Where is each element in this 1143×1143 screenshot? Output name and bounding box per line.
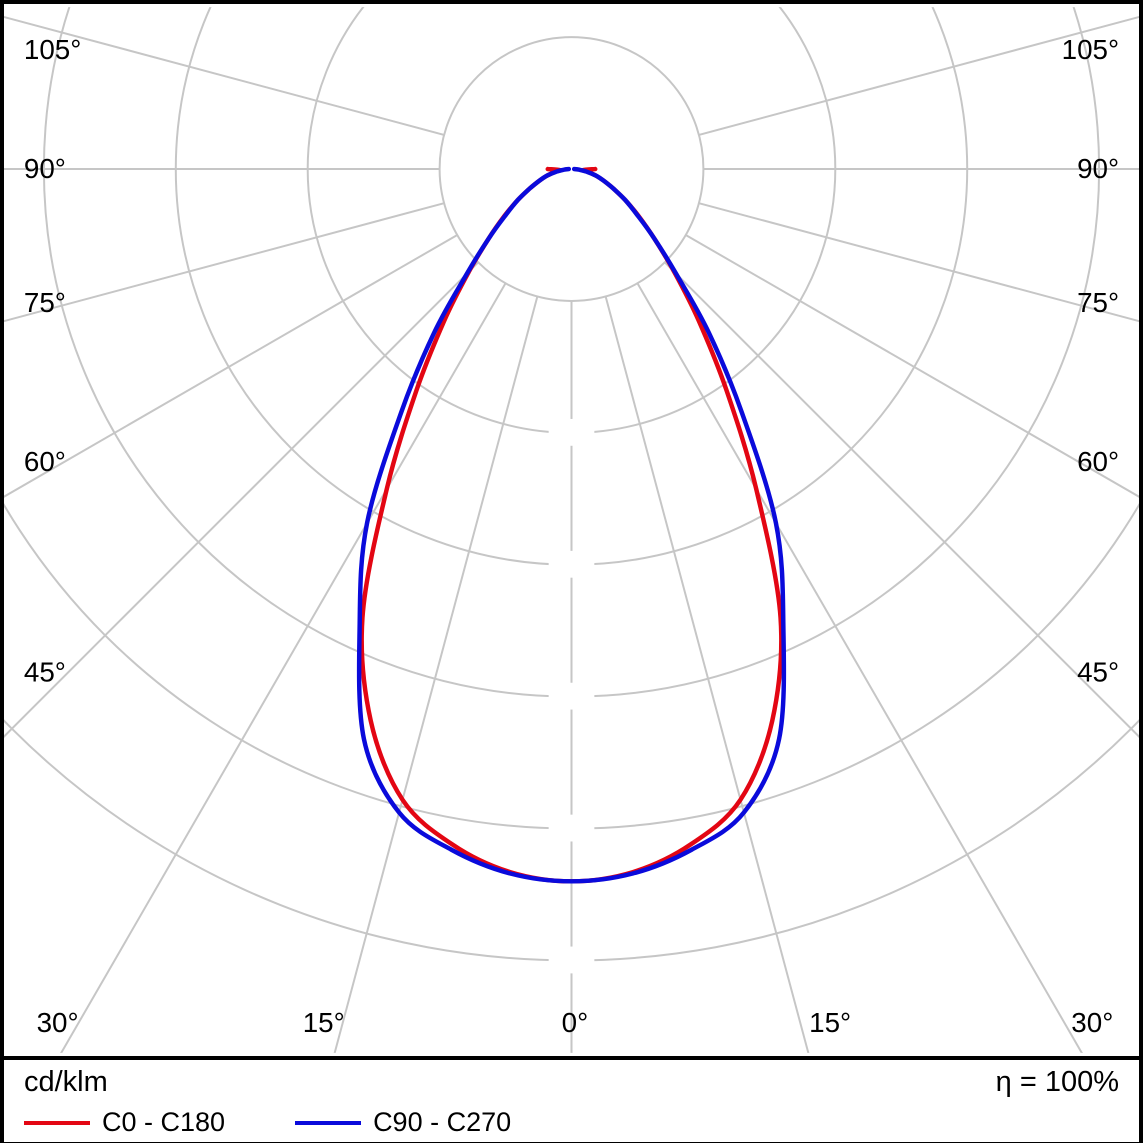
radial-tick-boxes	[548, 418, 595, 974]
angle-label: 60°	[1077, 446, 1119, 477]
curve-c90-c270	[356, 166, 787, 884]
legend-swatch-blue	[295, 1120, 362, 1125]
legend-swatch-red	[24, 1120, 90, 1125]
angle-label: 105°	[24, 34, 82, 65]
radial-tick-box	[548, 814, 595, 842]
angle-label: 60°	[24, 446, 66, 477]
angle-label: 105°	[1062, 34, 1120, 65]
polar-plot-area: 105° 90° 75° 60° 45° 30° 15° 0° 15° 30° 45° 60° 75° 9…	[4, 4, 1139, 1056]
angle-label: 90°	[24, 153, 66, 184]
radial-tick-box	[548, 682, 595, 710]
angle-label: 75°	[1077, 287, 1119, 318]
polar-grid	[4, 7, 1139, 1053]
angle-label: 15°	[809, 1007, 851, 1038]
legend-entry-c0-c180: C0 - C180	[24, 1107, 225, 1138]
angle-label: 0°	[562, 1007, 589, 1038]
angle-labels: 105° 90° 75° 60° 45° 30° 15° 0° 15° 30° 45° 60° 75° 9…	[24, 34, 1119, 1038]
chart-legend: cd/klm η = 100% C0 - C180 C90 - C270	[4, 1056, 1139, 1142]
unit-label: cd/klm	[24, 1066, 108, 1098]
angle-label: 30°	[1071, 1007, 1113, 1038]
angle-label: 15°	[303, 1007, 345, 1038]
legend-entry-c90-c270: C90 - C270	[295, 1107, 511, 1138]
angle-label: 30°	[37, 1007, 79, 1038]
radial-tick-box	[548, 946, 595, 974]
legend-label-c90-c270: C90 - C270	[373, 1107, 512, 1137]
angle-label: 75°	[24, 287, 66, 318]
radial-tick-box	[548, 550, 595, 578]
angle-label: 90°	[1077, 153, 1119, 184]
efficiency-label: η = 100%	[995, 1066, 1119, 1098]
polar-chart-canvas: 105° 90° 75° 60° 45° 30° 15° 0° 15° 30° 45° 60° 75° 9…	[4, 7, 1139, 1053]
angle-label: 45°	[1077, 656, 1119, 687]
legend-label-c0-c180: C0 - C180	[102, 1107, 226, 1137]
angle-label: 45°	[24, 656, 66, 687]
radial-tick-box	[548, 418, 595, 446]
